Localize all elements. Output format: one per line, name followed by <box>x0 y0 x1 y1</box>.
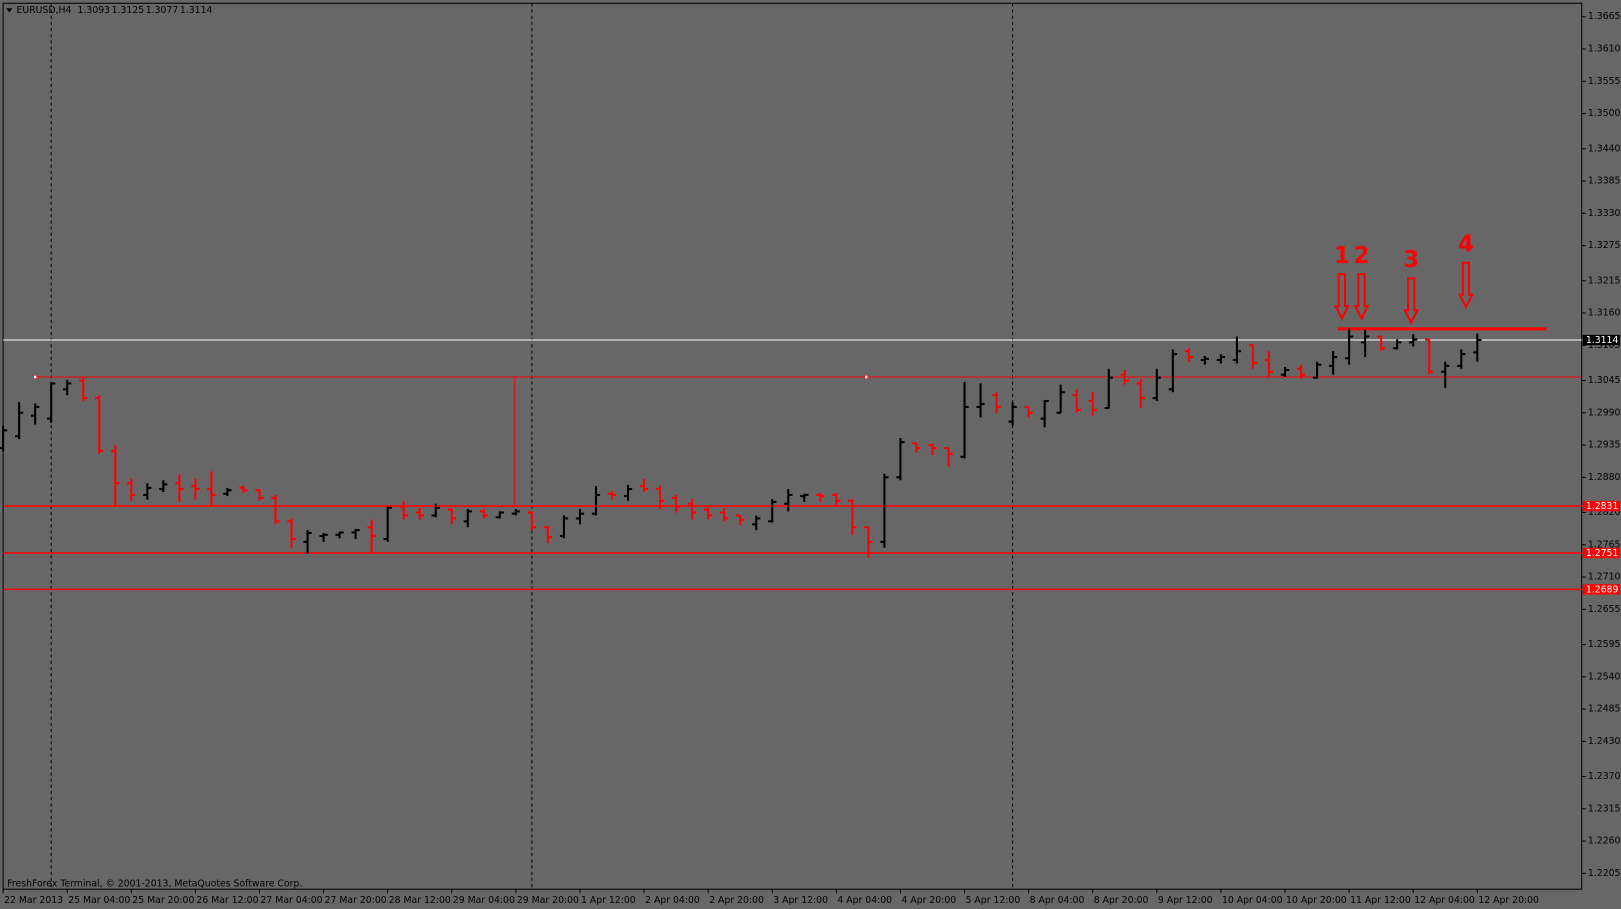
x-tick-label: 5 Apr 12:00 <box>966 895 1021 906</box>
annotation: 3 <box>1403 247 1419 273</box>
x-tick-label: 8 Apr 20:00 <box>1094 895 1149 906</box>
y-tick-label: 1.2880 <box>1588 472 1621 483</box>
y-tick-label: 1.2315 <box>1588 803 1621 814</box>
x-tick-label: 29 Mar 20:00 <box>517 895 579 906</box>
price-tag-label: 1.2831 <box>1586 501 1619 512</box>
x-tick-label: 11 Apr 12:00 <box>1350 895 1411 906</box>
anchor <box>33 375 37 379</box>
y-tick-label: 1.3045 <box>1588 375 1621 386</box>
y-tick-label: 1.2370 <box>1588 771 1621 782</box>
y-tick-label: 1.2485 <box>1588 704 1621 715</box>
arrow <box>1458 261 1474 310</box>
x-tick-label: 9 Apr 12:00 <box>1158 895 1213 906</box>
x-tick-label: 29 Mar 04:00 <box>453 895 515 906</box>
y-tick-label: 1.2990 <box>1588 407 1621 418</box>
plot-area <box>2 2 1583 890</box>
y-tick-label: 1.2765 <box>1588 539 1621 550</box>
y-tick-label: 1.3440 <box>1588 143 1621 154</box>
y-tick-label: 1.3610 <box>1588 44 1621 55</box>
x-tick-label: 22 Mar 2013 <box>4 895 63 906</box>
y-tick-label: 1.2205 <box>1588 868 1621 879</box>
x-tick-label: 10 Apr 20:00 <box>1286 895 1347 906</box>
x-tick-label: 27 Mar 04:00 <box>261 895 323 906</box>
x-tick-label: 2 Apr 04:00 <box>645 895 700 906</box>
arrow <box>1333 273 1350 321</box>
x-tick-label: 1 Apr 12:00 <box>581 895 636 906</box>
symbol-title: EURUSD,H4 <box>17 5 72 16</box>
arrow <box>1353 273 1370 321</box>
x-tick-label: 28 Mar 12:00 <box>389 895 451 906</box>
price-tag <box>1582 500 1620 512</box>
price-tag <box>1582 334 1620 346</box>
arrow <box>1403 277 1420 326</box>
x-tick-label: 12 Apr 04:00 <box>1414 895 1475 906</box>
y-tick-label: 1.3385 <box>1588 176 1621 187</box>
y-tick-label: 1.3105 <box>1588 340 1621 351</box>
y-tick-label: 1.2655 <box>1588 604 1621 615</box>
price-tag <box>1582 547 1620 559</box>
x-tick-label: 27 Mar 20:00 <box>325 895 387 906</box>
x-tick-label: 12 Apr 20:00 <box>1478 895 1539 906</box>
y-tick-label: 1.3555 <box>1588 76 1621 87</box>
price-tag <box>1582 584 1620 595</box>
x-tick-label: 4 Apr 20:00 <box>901 895 956 906</box>
y-tick-label: 1.2710 <box>1588 572 1621 583</box>
header-low: 1.3077 <box>146 5 179 16</box>
x-tick-label: 10 Apr 04:00 <box>1222 895 1283 906</box>
y-tick-label: 1.2430 <box>1588 736 1621 747</box>
y-tick-label: 1.3160 <box>1588 308 1621 319</box>
y-tick-label: 1.2935 <box>1588 440 1621 451</box>
y-tick-label: 1.2595 <box>1588 639 1621 650</box>
x-tick-label: 26 Mar 12:00 <box>196 895 258 906</box>
price-tag-label: 1.3114 <box>1586 335 1619 346</box>
y-tick-label: 1.3330 <box>1588 208 1621 219</box>
y-tick-label: 1.2260 <box>1588 836 1621 847</box>
header-high: 1.3125 <box>112 5 145 16</box>
price-tag-label: 1.2751 <box>1586 548 1619 559</box>
x-tick-label: 2 Apr 20:00 <box>709 895 764 906</box>
x-tick-label: 3 Apr 12:00 <box>773 895 828 906</box>
y-tick-label: 1.3275 <box>1588 240 1621 251</box>
y-tick-label: 1.3215 <box>1588 275 1621 286</box>
anchor <box>864 375 869 379</box>
annotation: 1 <box>1334 243 1350 269</box>
y-tick-label: 1.2540 <box>1588 671 1621 682</box>
menu-icon <box>6 8 13 13</box>
footer: FreshForex Terminal, © 2001-2013, MetaQu… <box>7 879 302 890</box>
x-tick-label: 25 Mar 04:00 <box>68 895 130 906</box>
annotation: 4 <box>1458 232 1474 258</box>
header-open: 1.3093 <box>78 5 111 16</box>
y-tick-label: 1.2820 <box>1588 507 1621 518</box>
annotation: 2 <box>1354 243 1370 269</box>
x-tick-label: 25 Mar 20:00 <box>132 895 194 906</box>
x-tick-label: 8 Apr 04:00 <box>1030 895 1085 906</box>
header-close: 1.3114 <box>180 5 213 16</box>
x-tick-label: 4 Apr 04:00 <box>837 895 892 906</box>
y-tick-label: 1.3665 <box>1588 11 1621 22</box>
y-tick-label: 1.3500 <box>1588 108 1621 119</box>
price-tag-label: 1.2689 <box>1586 584 1619 595</box>
